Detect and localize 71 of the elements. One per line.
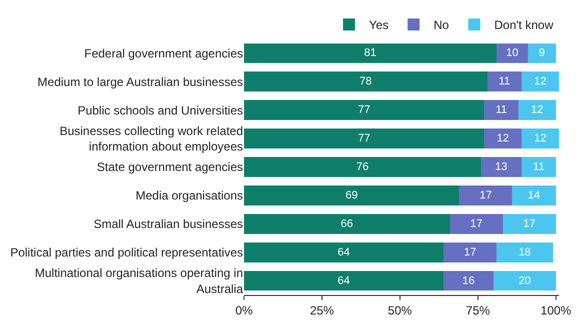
bar	[244, 72, 488, 92]
x-tick-label: 100%	[540, 303, 572, 318]
bar	[444, 270, 494, 291]
data-label: 9	[538, 47, 545, 60]
data-label: 16	[462, 274, 475, 287]
data-label: 18	[518, 246, 531, 258]
x-tick-label: 25%	[310, 303, 334, 318]
data-label: 20	[518, 274, 531, 287]
data-label: 13	[495, 161, 508, 173]
data-label: 11	[498, 76, 510, 88]
data-label: 69	[345, 189, 358, 202]
legend-label: Don't know	[494, 18, 554, 32]
bar	[244, 242, 444, 262]
data-label: 64	[338, 246, 350, 258]
data-label: 64	[338, 274, 350, 287]
bar	[450, 214, 503, 234]
y-tick-label: Federal government agencies	[84, 46, 243, 60]
data-label: 12	[496, 132, 509, 145]
data-label: 14	[528, 189, 540, 202]
bar	[481, 157, 522, 177]
data-label: 66	[340, 218, 354, 230]
legend-label: No	[434, 18, 450, 32]
bar	[244, 185, 460, 206]
bar	[494, 270, 556, 291]
bar	[484, 128, 522, 149]
bar	[512, 185, 556, 206]
bar	[522, 72, 559, 92]
y-tick-label: Businesses collecting work related information about employees	[60, 124, 243, 154]
data-label: 12	[534, 132, 546, 145]
bar	[484, 100, 518, 120]
bar	[518, 100, 556, 120]
y-tick-label: Political parties and political representatives	[10, 246, 243, 260]
x-tick-label: 75%	[466, 303, 490, 318]
x-tick-label: 0%	[235, 303, 253, 318]
bar	[502, 214, 556, 234]
data-label: 11	[533, 161, 544, 173]
bar	[522, 157, 556, 177]
bar	[496, 242, 553, 262]
data-label: 17	[464, 246, 476, 258]
data-label: 17	[480, 189, 492, 202]
x-tick-label: 50%	[388, 303, 412, 318]
y-tick-label: Public schools and Universities	[78, 103, 243, 118]
bar	[244, 100, 484, 120]
bar	[496, 43, 528, 64]
data-label: 17	[523, 218, 536, 230]
data-label: 10	[506, 47, 518, 60]
data-label: 77	[358, 104, 370, 116]
legend-label: Yes	[369, 18, 389, 32]
data-label: 11	[496, 104, 508, 116]
bar	[244, 157, 482, 177]
bar	[244, 214, 450, 234]
bar	[528, 43, 556, 64]
y-tick-label: Multinational organisations operating in Australia	[34, 266, 244, 296]
bar	[487, 72, 522, 92]
bar	[459, 185, 512, 206]
data-label: 77	[358, 132, 370, 145]
y-tick-label: Media organisations	[136, 188, 243, 203]
data-label: 81	[364, 47, 376, 60]
bar	[522, 128, 559, 149]
bar	[244, 270, 444, 291]
bar	[244, 128, 484, 149]
data-label: 12	[534, 76, 546, 88]
bar	[444, 242, 497, 262]
data-label: 78	[360, 76, 372, 88]
bar	[244, 43, 497, 64]
data-label: 17	[470, 218, 482, 230]
data-label: 76	[356, 161, 369, 173]
data-label: 12	[531, 104, 544, 116]
y-tick-label: Small Australian businesses	[94, 217, 243, 232]
y-tick-label: Medium to large Australian businesses	[38, 74, 243, 89]
y-tick-label: State government agencies	[96, 160, 243, 174]
